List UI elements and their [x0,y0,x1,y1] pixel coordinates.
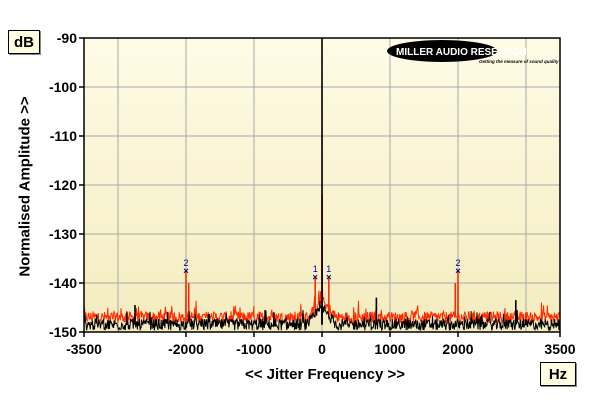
y-tick-label-2: -110 [50,128,77,144]
x-tick-labels: -3500 -2000 -1000 0 1000 2000 3500 [66,332,576,357]
logo-tagline: Getting the measure of sound quality [479,59,559,64]
y-tick-label-0: -90 [57,30,77,46]
y-unit-label: dB [8,30,40,54]
y-tick-label-6: -150 [49,324,77,340]
peak-marker-0 [183,268,189,274]
peak-marker-3 [455,268,461,274]
y-tick-label-3: -120 [49,177,77,193]
peak-marker-label-3: 2 [455,258,460,268]
spectrum-traces [83,37,561,332]
x-tick-label-1: -2000 [168,341,204,357]
y-tick-label-1: -100 [49,79,77,95]
x-axis-label: << Jitter Frequency >> [244,366,406,383]
x-tick-label-4: 1000 [374,341,405,357]
x-tick-label-5: 2000 [442,341,473,357]
peak-marker-label-2: 1 [326,264,331,274]
y-tick-label-4: -130 [49,226,77,242]
peak-marker-label-0: 2 [183,258,188,268]
peak-marker-2 [326,274,332,280]
y-tick-labels: -90 -100 -110 -120 -130 -140 -150 [49,30,84,340]
peak-marker-label-1: 1 [313,264,318,274]
peak-markers: 2 1 1 2 [183,258,461,280]
logo-ellipse [387,40,497,62]
x-tick-label-2: -1000 [236,341,272,357]
y-tick-label-5: -140 [49,275,77,291]
logo: MILLER AUDIO RESEARCH Getting the measur… [387,40,559,64]
peak-marker-1 [312,274,318,280]
x-tick-label-3: 0 [318,341,326,357]
x-tick-label-6: 3500 [544,341,575,357]
x-unit-label: Hz [540,362,576,386]
x-tick-label-0: -3500 [66,341,102,357]
logo-text: MILLER AUDIO RESEARCH [396,47,527,58]
